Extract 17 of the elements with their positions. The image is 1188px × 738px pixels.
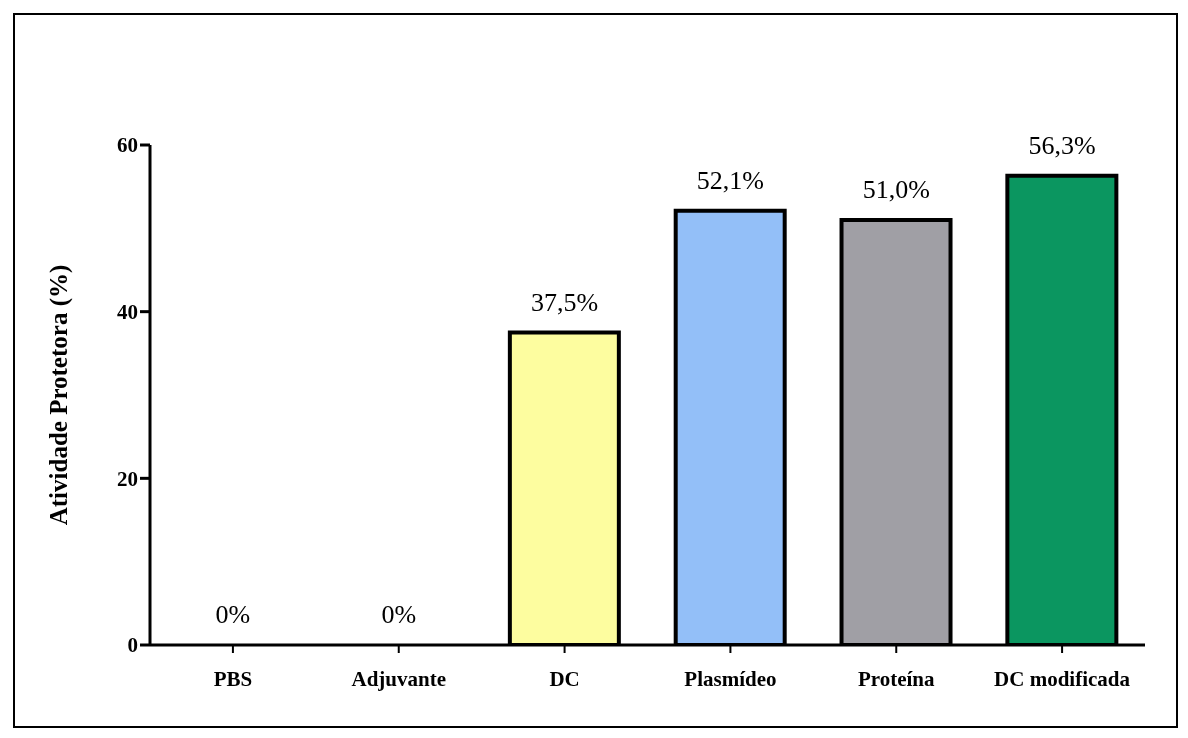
- data-label: 52,1%: [696, 165, 764, 195]
- x-tick-label: DC: [549, 666, 580, 691]
- data-label: 56,3%: [1028, 130, 1096, 160]
- y-tick-label: 60: [117, 133, 138, 158]
- x-tick-label: DC modificada: [994, 666, 1131, 691]
- data-label: 0%: [215, 600, 251, 629]
- y-tick-label: 0: [127, 633, 138, 658]
- x-tick-label: Proteína: [857, 666, 936, 691]
- y-tick-label: 20: [117, 466, 138, 491]
- data-label: 37,5%: [531, 287, 599, 317]
- x-tick-label: Adjuvante: [351, 666, 447, 691]
- y-tick-label: 40: [117, 300, 138, 325]
- data-label: 0%: [381, 600, 417, 629]
- data-label: 51,0%: [862, 175, 930, 204]
- x-tick-label: PBS: [213, 666, 253, 691]
- x-tick-label: Plasmídeo: [684, 666, 777, 691]
- y-axis-title: Atividade Protetora (%): [44, 264, 73, 526]
